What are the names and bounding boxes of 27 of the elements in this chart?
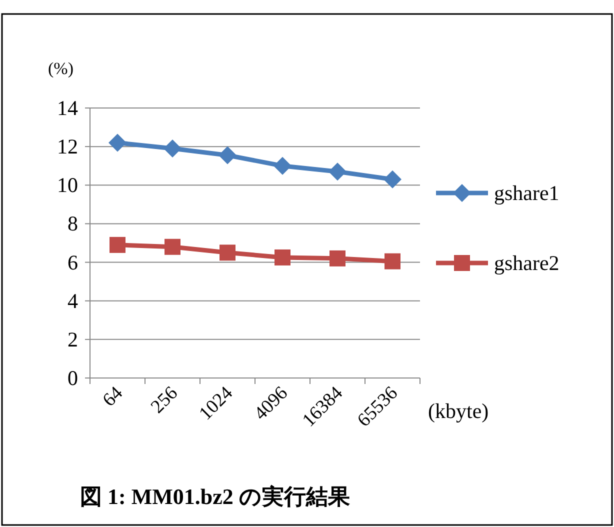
legend-label: gshare1 xyxy=(494,181,560,205)
y-tick-label: 6 xyxy=(68,250,78,274)
point xyxy=(330,250,346,266)
point xyxy=(274,156,292,175)
point xyxy=(384,170,402,188)
y-tick-label: 12 xyxy=(57,134,78,159)
y-tick-label: 8 xyxy=(68,212,78,236)
y-tick-label: 10 xyxy=(57,173,78,198)
y-axis-title: (%) xyxy=(48,59,74,78)
y-tick-label: 0 xyxy=(68,366,78,390)
point xyxy=(164,238,180,255)
x-axis-title: (kbyte) xyxy=(428,399,489,423)
x-tick-label: 64 xyxy=(98,382,128,411)
legend-label: gshare2 xyxy=(494,251,560,275)
point xyxy=(110,236,126,253)
y-tick-label: 2 xyxy=(68,327,78,352)
point xyxy=(108,134,126,152)
point xyxy=(164,140,182,158)
point xyxy=(274,249,290,266)
point xyxy=(220,244,236,261)
y-tick-label: 14 xyxy=(57,96,78,120)
point xyxy=(328,162,346,181)
point xyxy=(384,253,400,270)
point xyxy=(218,146,236,164)
text: 図 1: MM01.bz2 の実行結果 xyxy=(80,484,351,509)
y-tick-label: 4 xyxy=(68,288,78,313)
x-tick-label: 256 xyxy=(147,382,182,418)
